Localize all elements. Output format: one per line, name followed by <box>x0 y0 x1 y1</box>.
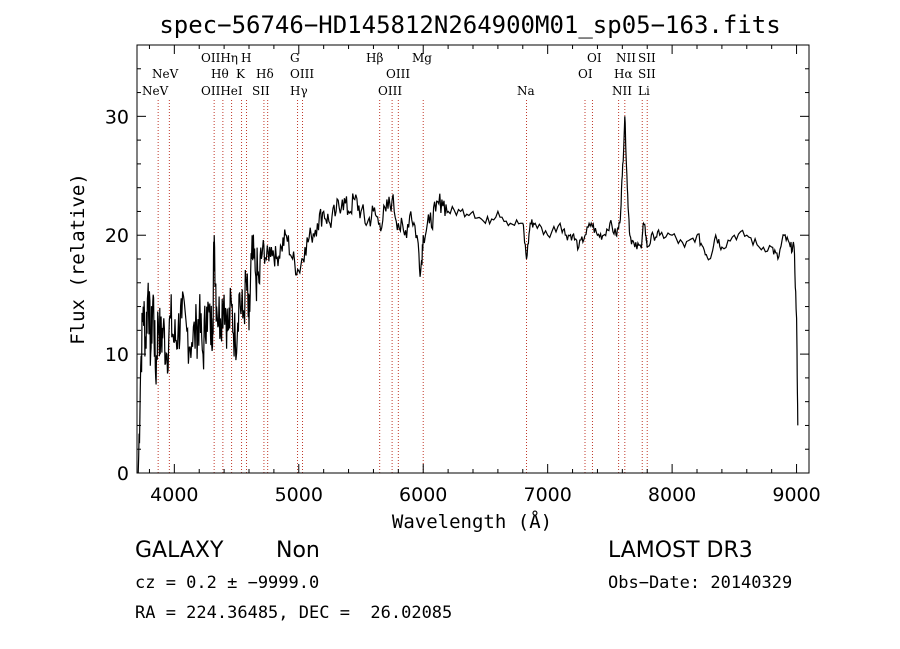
marker-label-hbeta: Hβ <box>366 51 383 65</box>
marker-label-oii-hgamma: OIIHη <box>201 51 238 65</box>
x-axis-label: Wavelength (Å) <box>392 510 552 533</box>
marker-label-nii-a: NII <box>616 51 636 65</box>
x-tick-label: 4000 <box>150 484 198 506</box>
x-tick-label: 7000 <box>523 484 571 506</box>
marker-label-oiii-c: OIII <box>378 84 402 98</box>
coordinates: RA = 224.36485, DEC = 26.02085 <box>135 603 453 623</box>
marker-label-nev-a: NeV <box>152 67 179 81</box>
marker-label-oiii-b: OIII <box>386 67 410 81</box>
y-axis-label: Flux (relative) <box>67 173 89 345</box>
marker-label-oi-b: OI <box>578 67 593 81</box>
marker-label-hdelta: Hδ <box>256 67 274 81</box>
marker-label-na: Na <box>517 84 535 98</box>
marker-label-htheta: Hθ <box>211 67 229 81</box>
x-tick-label: 5000 <box>275 484 323 506</box>
marker-label-nii-b: NII <box>612 84 632 98</box>
marker-label-halpha: Hα <box>614 67 633 81</box>
spectrum-line <box>137 116 799 474</box>
chart-title: spec−56746−HD145812N264900M01_sp05−163.f… <box>159 11 780 39</box>
x-tick-label: 6000 <box>399 484 447 506</box>
x-axis-ticks: 4000 5000 6000 7000 8000 9000 <box>148 45 821 506</box>
marker-label-sii-b: SII <box>638 51 656 65</box>
marker-label-oiii-a: OIII <box>290 67 314 81</box>
object-class: GALAXY <box>135 538 224 563</box>
marker-label-sii-c: SII <box>638 67 656 81</box>
line-markers <box>157 100 648 473</box>
marker-label-g: G <box>290 51 300 65</box>
y-tick-label: 0 <box>117 463 129 485</box>
marker-label-oii-hei: OIIHeI <box>201 84 243 98</box>
y-axis-ticks: 0 10 20 30 <box>105 68 809 485</box>
marker-label-sii-a: SII <box>252 84 270 98</box>
line-marker-labels: OIIHη Hθ OIIHeI K H Hδ SII G OIII Hγ Hβ … <box>142 51 656 98</box>
marker-label-hgamma: Hγ <box>290 84 308 98</box>
object-subclass: Non <box>276 538 320 563</box>
y-tick-label: 10 <box>105 344 129 366</box>
x-tick-label: 9000 <box>772 484 820 506</box>
marker-label-nev-b: NeV <box>142 84 169 98</box>
marker-label-li: Li <box>638 84 650 98</box>
marker-label-h: H <box>241 51 251 65</box>
survey-name: LAMOST DR3 <box>608 538 753 563</box>
obs-date: Obs−Date: 20140329 <box>608 573 793 593</box>
marker-label-mg: Mg <box>412 51 432 65</box>
y-tick-label: 20 <box>105 225 129 247</box>
marker-label-oi-a: OI <box>587 51 602 65</box>
x-tick-label: 8000 <box>648 484 696 506</box>
redshift-readout: cz = 0.2 ± −9999.0 <box>135 573 320 593</box>
y-tick-label: 30 <box>105 106 129 128</box>
marker-label-k: K <box>236 67 246 81</box>
